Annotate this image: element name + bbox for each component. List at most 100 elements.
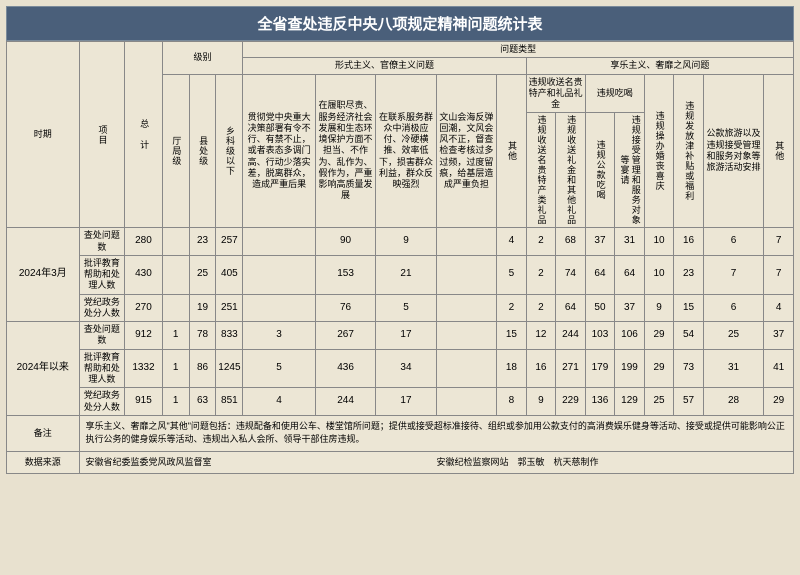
table-title: 全省查处违反中央八项规定精神问题统计表 xyxy=(6,6,794,41)
data-cell: 912 xyxy=(125,322,163,350)
col-cat-a: 形式主义、官僚主义问题 xyxy=(243,58,526,74)
data-cell: 15 xyxy=(674,294,704,322)
col-a1: 贯彻党中央重大决策部署有令不行、有禁不止，或者表态多调门高、行动少落实差，脱离群… xyxy=(243,74,316,228)
data-cell: 244 xyxy=(315,388,375,416)
data-cell: 8 xyxy=(497,388,527,416)
data-cell: 244 xyxy=(556,322,586,350)
data-cell: 76 xyxy=(315,294,375,322)
data-cell: 25 xyxy=(644,388,674,416)
table-row: 2024年3月查处问题数2802325790942683731101667 xyxy=(7,228,794,256)
col-total: 总 计 xyxy=(125,42,163,228)
data-cell: 10 xyxy=(644,228,674,256)
data-cell: 9 xyxy=(376,228,436,256)
data-cell: 64 xyxy=(585,255,615,294)
col-cat-b: 享乐主义、奢靡之风问题 xyxy=(526,58,793,74)
data-cell xyxy=(243,228,316,256)
data-cell: 4 xyxy=(243,388,316,416)
data-cell: 5 xyxy=(376,294,436,322)
data-cell: 10 xyxy=(644,255,674,294)
data-cell: 229 xyxy=(556,388,586,416)
item-cell: 党纪政务处分人数 xyxy=(79,294,125,322)
data-cell: 25 xyxy=(189,255,216,294)
data-cell: 63 xyxy=(189,388,216,416)
data-cell: 17 xyxy=(376,388,436,416)
data-cell: 28 xyxy=(703,388,763,416)
data-cell: 1 xyxy=(162,322,189,350)
data-cell: 9 xyxy=(644,294,674,322)
item-cell: 查处问题数 xyxy=(79,228,125,256)
data-cell: 57 xyxy=(674,388,704,416)
data-cell: 1245 xyxy=(216,349,243,388)
data-cell: 267 xyxy=(315,322,375,350)
data-cell xyxy=(243,255,316,294)
col-period: 时期 xyxy=(7,42,80,228)
source-text: 安徽省纪委监委党风政风监督室 安徽纪检监察网站 郭玉敏 杭天慈制作 xyxy=(79,451,793,474)
data-cell: 68 xyxy=(556,228,586,256)
data-cell xyxy=(436,388,496,416)
data-cell: 86 xyxy=(189,349,216,388)
data-cell: 54 xyxy=(674,322,704,350)
data-cell: 271 xyxy=(556,349,586,388)
data-cell: 251 xyxy=(216,294,243,322)
data-cell: 23 xyxy=(674,255,704,294)
data-cell: 19 xyxy=(189,294,216,322)
col-item: 项目 xyxy=(79,42,125,228)
col-b4: 违规发放津补贴或福利 xyxy=(674,74,704,228)
data-cell: 270 xyxy=(125,294,163,322)
table-row: 2024年以来查处问题数9121788333267171512244103106… xyxy=(7,322,794,350)
data-cell: 37 xyxy=(764,322,794,350)
data-cell: 129 xyxy=(615,388,645,416)
data-cell: 90 xyxy=(315,228,375,256)
data-cell xyxy=(436,294,496,322)
data-cell: 37 xyxy=(585,228,615,256)
notes-text: 享乐主义、奢靡之风"其他"问题包括：违规配备和使用公车、楼堂馆所问题；提供或接受… xyxy=(79,415,793,451)
data-cell xyxy=(243,294,316,322)
col-a5: 其他 xyxy=(497,74,527,228)
col-b1b: 违规收送礼金和其他礼品 xyxy=(556,113,586,228)
data-cell: 1 xyxy=(162,388,189,416)
source-label: 数据来源 xyxy=(7,451,80,474)
data-cell: 18 xyxy=(497,349,527,388)
data-cell: 41 xyxy=(764,349,794,388)
data-cell: 64 xyxy=(615,255,645,294)
stats-table: 时期 项目 总 计 级别 问题类型 形式主义、官僚主义问题 享乐主义、奢靡之风问… xyxy=(6,41,794,474)
data-cell: 3 xyxy=(243,322,316,350)
data-cell: 31 xyxy=(703,349,763,388)
data-cell: 280 xyxy=(125,228,163,256)
col-lvl-1: 厅局级 xyxy=(162,74,189,228)
data-cell: 29 xyxy=(764,388,794,416)
data-cell: 257 xyxy=(216,228,243,256)
col-b2b: 违规接受管理和服务对象等宴请 xyxy=(615,113,645,228)
data-cell: 833 xyxy=(216,322,243,350)
item-cell: 党纪政务处分人数 xyxy=(79,388,125,416)
col-level-group: 级别 xyxy=(162,42,243,75)
col-a2: 在履职尽责、服务经济社会发展和生态环境保护方面不担当、不作为、乱作为、假作为，严… xyxy=(315,74,375,228)
col-b1-group: 违规收送名贵特产和礼品礼金 xyxy=(526,74,585,113)
data-cell: 2 xyxy=(497,294,527,322)
data-cell: 29 xyxy=(644,322,674,350)
data-cell: 7 xyxy=(764,228,794,256)
data-cell xyxy=(436,228,496,256)
data-cell: 5 xyxy=(243,349,316,388)
data-cell: 6 xyxy=(703,294,763,322)
data-cell: 21 xyxy=(376,255,436,294)
item-cell: 批评教育帮助和处理人数 xyxy=(79,255,125,294)
data-cell xyxy=(162,228,189,256)
col-b2-group: 违规吃喝 xyxy=(585,74,644,113)
data-cell: 153 xyxy=(315,255,375,294)
data-cell: 34 xyxy=(376,349,436,388)
data-cell: 12 xyxy=(526,322,556,350)
data-cell: 106 xyxy=(615,322,645,350)
data-cell: 1 xyxy=(162,349,189,388)
data-cell: 31 xyxy=(615,228,645,256)
data-cell: 179 xyxy=(585,349,615,388)
col-b3: 违规操办婚丧喜庆 xyxy=(644,74,674,228)
data-cell: 2 xyxy=(526,228,556,256)
data-cell: 64 xyxy=(556,294,586,322)
col-b5: 公款旅游以及违规接受管理和服务对象等旅游活动安排 xyxy=(703,74,763,228)
table-row: 批评教育帮助和处理人数430254051532152746464102377 xyxy=(7,255,794,294)
data-cell: 17 xyxy=(376,322,436,350)
col-a3: 在联系服务群众中消极应付、冷硬横推、效率低下，损害群众利益，群众反映强烈 xyxy=(376,74,436,228)
data-cell: 405 xyxy=(216,255,243,294)
data-cell: 37 xyxy=(615,294,645,322)
